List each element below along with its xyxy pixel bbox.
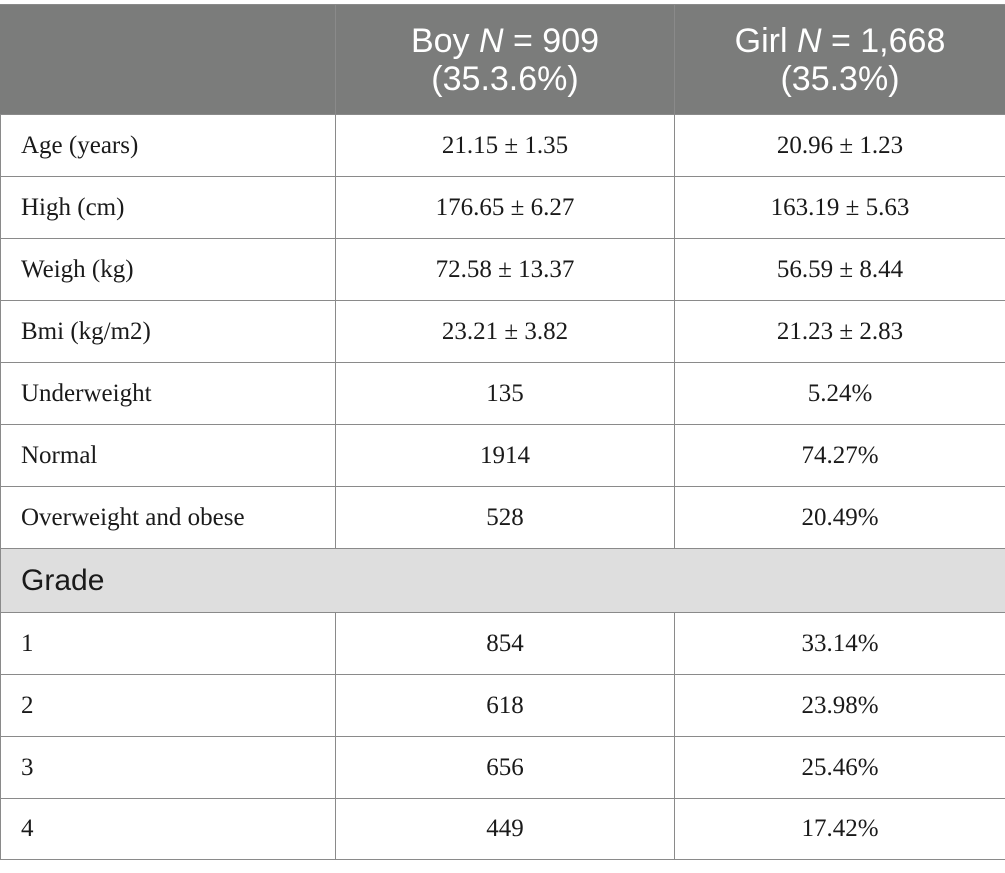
table-body: Age (years) 21.15 ± 1.35 20.96 ± 1.23 Hi…	[0, 114, 1005, 860]
row-girl-value: 74.27%	[674, 424, 1005, 487]
row-label: Bmi (kg/m2)	[0, 300, 336, 363]
header-boy-n: N	[479, 21, 504, 60]
row-label: 2	[0, 674, 336, 737]
header-boy-pct: (35.3.6%)	[431, 59, 579, 98]
row-label: Underweight	[0, 362, 336, 425]
row-boy-value: 854	[335, 612, 675, 675]
table-row: Underweight 135 5.24%	[0, 362, 1005, 425]
row-boy-value: 618	[335, 674, 675, 737]
row-boy-value: 72.58 ± 13.37	[335, 238, 675, 301]
header-girl-pct: (35.3%)	[780, 59, 900, 98]
table-row: Weigh (kg) 72.58 ± 13.37 56.59 ± 8.44	[0, 238, 1005, 301]
row-girl-value: 20.49%	[674, 486, 1005, 549]
row-girl-value: 21.23 ± 2.83	[674, 300, 1005, 363]
header-row: Boy N = 909 (35.3.6%) Girl N = 1,668 (35…	[0, 4, 1005, 115]
section-title: Grade	[0, 548, 1005, 613]
row-label: 1	[0, 612, 336, 675]
row-girl-value: 20.96 ± 1.23	[674, 114, 1005, 177]
row-boy-value: 528	[335, 486, 675, 549]
row-label: 3	[0, 736, 336, 799]
row-label: Weigh (kg)	[0, 238, 336, 301]
row-girl-value: 56.59 ± 8.44	[674, 238, 1005, 301]
row-girl-value: 163.19 ± 5.63	[674, 176, 1005, 239]
header-girl-prefix: Girl	[734, 21, 797, 60]
table-row: Age (years) 21.15 ± 1.35 20.96 ± 1.23	[0, 114, 1005, 177]
table-header: Boy N = 909 (35.3.6%) Girl N = 1,668 (35…	[0, 4, 1005, 115]
row-boy-value: 135	[335, 362, 675, 425]
row-girl-value: 23.98%	[674, 674, 1005, 737]
row-boy-value: 21.15 ± 1.35	[335, 114, 675, 177]
table-row: 3 656 25.46%	[0, 736, 1005, 799]
header-boy: Boy N = 909 (35.3.6%)	[335, 4, 675, 115]
row-label: Normal	[0, 424, 336, 487]
row-boy-value: 449	[335, 798, 675, 860]
row-boy-value: 23.21 ± 3.82	[335, 300, 675, 363]
header-empty-cell	[0, 4, 336, 115]
header-boy-count: = 909	[503, 21, 600, 60]
row-girl-value: 5.24%	[674, 362, 1005, 425]
row-girl-value: 17.42%	[674, 798, 1005, 860]
header-boy-line1: Boy N = 909	[336, 22, 674, 60]
table-row: 2 618 23.98%	[0, 674, 1005, 737]
header-girl-count: = 1,668	[821, 21, 946, 60]
row-boy-value: 176.65 ± 6.27	[335, 176, 675, 239]
row-girl-value: 25.46%	[674, 736, 1005, 799]
table-row: Bmi (kg/m2) 23.21 ± 3.82 21.23 ± 2.83	[0, 300, 1005, 363]
table-row: 4 449 17.42%	[0, 798, 1005, 860]
row-label: 4	[0, 798, 336, 860]
row-boy-value: 1914	[335, 424, 675, 487]
header-girl-line1: Girl N = 1,668	[675, 22, 1005, 60]
table-row: Overweight and obese 528 20.49%	[0, 486, 1005, 549]
row-label: Overweight and obese	[0, 486, 336, 549]
table-row: 1 854 33.14%	[0, 612, 1005, 675]
demographics-table: Boy N = 909 (35.3.6%) Girl N = 1,668 (35…	[0, 4, 1005, 860]
row-label: High (cm)	[0, 176, 336, 239]
header-girl: Girl N = 1,668 (35.3%)	[674, 4, 1005, 115]
section-row-grade: Grade	[0, 548, 1005, 613]
header-girl-n: N	[796, 21, 822, 60]
table-row: Normal 1914 74.27%	[0, 424, 1005, 487]
header-boy-prefix: Boy	[410, 21, 479, 60]
table-row: High (cm) 176.65 ± 6.27 163.19 ± 5.63	[0, 176, 1005, 239]
row-girl-value: 33.14%	[674, 612, 1005, 675]
row-boy-value: 656	[335, 736, 675, 799]
row-label: Age (years)	[0, 114, 336, 177]
